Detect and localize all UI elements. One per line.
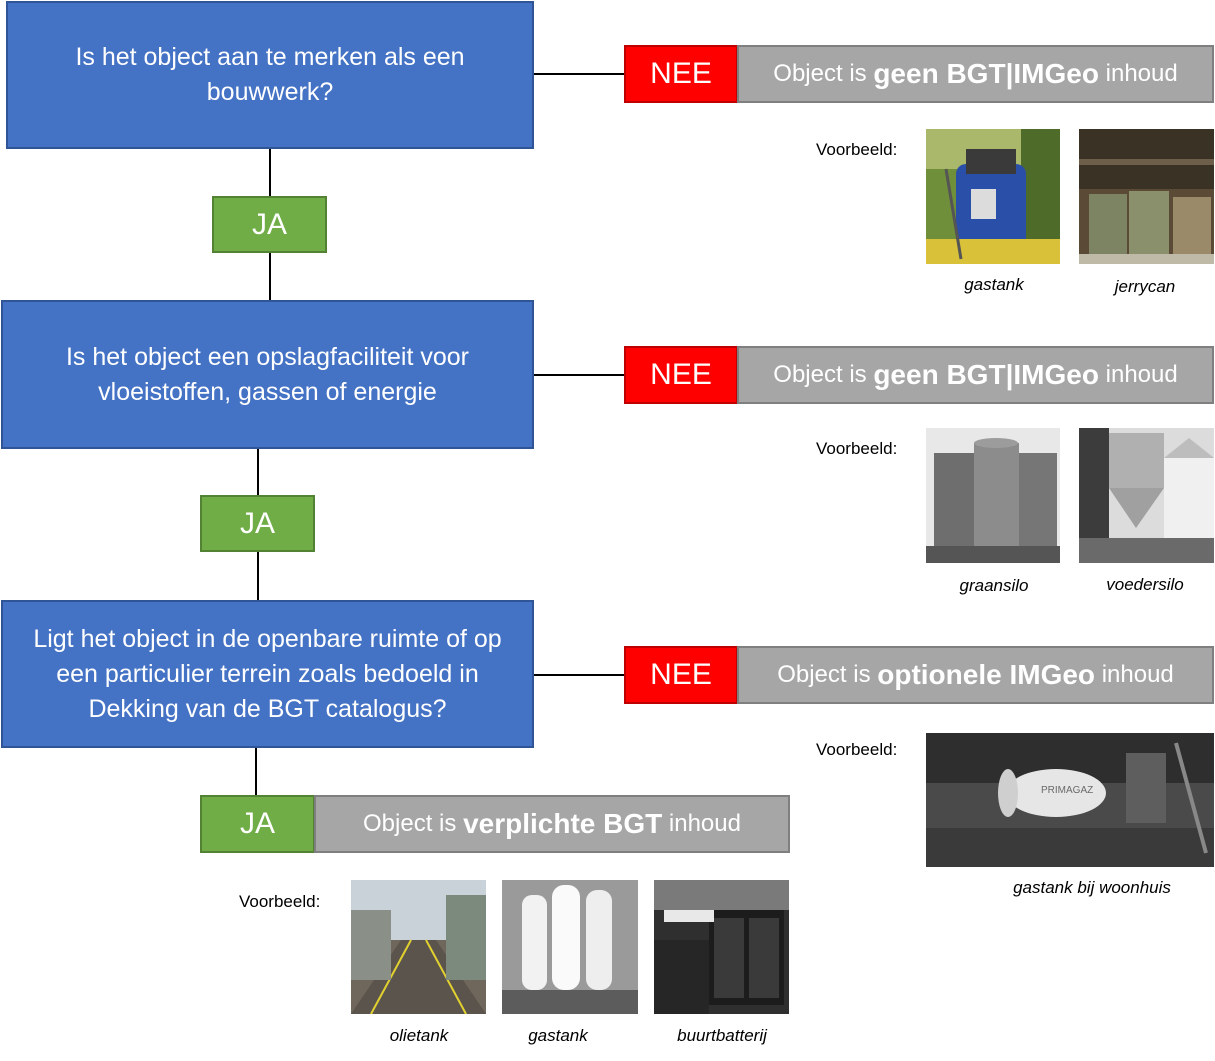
result-box-verplichte-bgt: Object is verplichte BGT inhoud	[314, 795, 790, 853]
caption-olietank: olietank	[389, 1026, 449, 1045]
result-prefix: Object is	[773, 361, 867, 388]
result-suffix: inhoud	[1105, 60, 1178, 87]
photo-olietank	[351, 880, 486, 1014]
question-box-opslagfaciliteit: Is het object een opslagfaciliteit voor …	[1, 300, 534, 449]
nee-box-3: NEE	[624, 646, 738, 704]
connector-ja-q2	[269, 252, 271, 301]
result-box-geen-bgt-1: Object is geen BGT|IMGeo inhoud	[737, 45, 1214, 103]
result-prefix: Object is	[773, 60, 867, 87]
voorbeeld-label-3: Voorbeeld:	[816, 740, 898, 759]
connector-q1-nee	[533, 73, 625, 75]
connector-q3-nee	[533, 674, 625, 676]
ja-label: JA	[251, 207, 287, 241]
nee-label: NEE	[650, 57, 712, 90]
nee-label: NEE	[650, 658, 712, 691]
connector-q3-ja	[255, 747, 257, 796]
result-box-optionele-imgeo: Object is optionele IMGeo inhoud	[737, 646, 1214, 704]
result-suffix: inhoud	[1101, 661, 1174, 688]
ja-box-3: JA	[200, 795, 315, 853]
photo-gastank-blue	[926, 129, 1060, 264]
photo-jerrycan	[1079, 129, 1214, 264]
nee-box-2: NEE	[624, 346, 738, 404]
caption-buurtbatterij: buurtbatterij	[677, 1026, 767, 1045]
result-bold: verplichte BGT	[463, 808, 663, 839]
connector-q2-ja	[257, 448, 259, 496]
photo-graansilo	[926, 428, 1060, 563]
ja-box-2: JA	[200, 495, 315, 552]
question-box-openbare-ruimte: Ligt het object in de openbare ruimte of…	[1, 600, 534, 748]
voorbeeld-label-2: Voorbeeld:	[816, 439, 898, 458]
connector-ja-q3	[257, 551, 259, 601]
connector-q1-ja	[269, 148, 271, 196]
result-prefix: Object is	[777, 661, 871, 688]
connector-q2-nee	[533, 374, 625, 376]
photo-buurtbatterij	[654, 880, 789, 1014]
result-bold: geen BGT|IMGeo	[873, 58, 1099, 89]
caption-gastank: gastank	[964, 275, 1024, 294]
photo-gastank-industrieel	[502, 880, 638, 1014]
result-box-geen-bgt-2: Object is geen BGT|IMGeo inhoud	[737, 346, 1214, 404]
caption-gastank-2: gastank	[528, 1026, 588, 1045]
caption-jerrycan: jerrycan	[1114, 277, 1176, 296]
photo-gastank-bij-woonhuis: PRIMAGAZ	[926, 733, 1214, 867]
ja-label: JA	[239, 807, 275, 840]
voorbeeld-label-4: Voorbeeld:	[239, 892, 321, 911]
caption-graansilo: graansilo	[959, 576, 1029, 595]
caption-gastank-bij-woonhuis: gastank bij woonhuis	[1013, 878, 1171, 897]
caption-voedersilo: voedersilo	[1106, 575, 1184, 594]
result-suffix: inhoud	[668, 810, 741, 837]
result-bold: geen BGT|IMGeo	[873, 359, 1099, 390]
question-box-bouwwerk: Is het object aan te merken als een bouw…	[6, 1, 534, 149]
question-text: Is het object een opslagfaciliteit voor …	[65, 342, 469, 406]
primagaz-logo-text: PRIMAGAZ	[1041, 785, 1093, 796]
photo-voedersilo	[1079, 428, 1214, 563]
question-text: Ligt het object in de openbare ruimte of…	[33, 624, 502, 723]
result-suffix: inhoud	[1105, 361, 1178, 388]
question-text: Is het object aan te merken als een bouw…	[75, 43, 465, 106]
ja-label: JA	[239, 506, 275, 540]
voorbeeld-label-1: Voorbeeld:	[816, 140, 898, 159]
nee-box-1: NEE	[624, 45, 738, 103]
nee-label: NEE	[650, 358, 712, 391]
result-bold: optionele IMGeo	[877, 659, 1096, 690]
ja-box-1: JA	[212, 196, 327, 253]
result-prefix: Object is	[363, 810, 457, 837]
